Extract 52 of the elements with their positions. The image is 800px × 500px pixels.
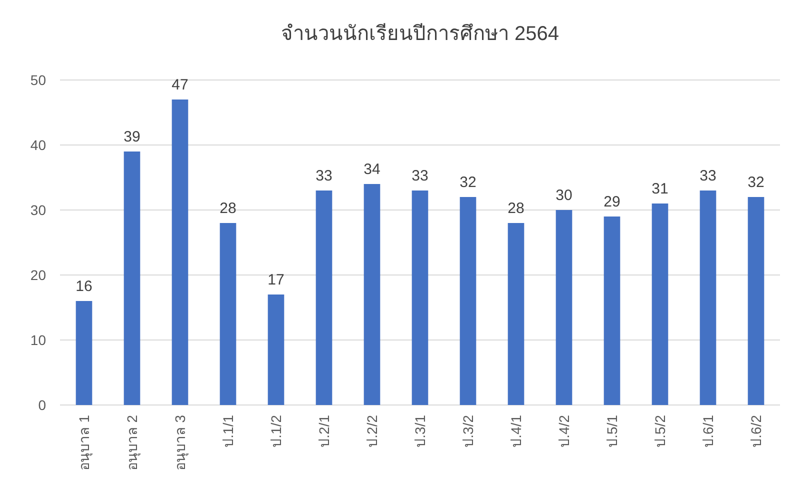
y-tick-label: 20 [30,267,46,283]
bar [604,216,620,405]
x-tick-label: อนุบาล 2 [124,414,141,471]
bar [748,197,764,405]
data-label: 39 [124,128,140,146]
data-label: 16 [76,278,92,295]
x-tick-label: ป.5/1 [604,414,620,448]
bar [316,190,332,405]
x-tick-label: อนุบาล 1 [76,414,93,471]
x-tick-label: ป.4/1 [508,414,524,448]
data-label: 31 [652,180,668,198]
data-label: 34 [364,161,380,178]
x-tick-label: ป.2/1 [316,414,332,448]
data-label: 17 [268,272,284,288]
y-tick-label: 30 [30,202,46,218]
bar [124,152,140,405]
bar [556,210,572,405]
x-tick-label: อนุบาล 3 [172,414,189,471]
x-tick-label: ป.5/2 [652,414,668,448]
data-label: 29 [604,194,620,210]
x-tick-label: ป.6/2 [748,414,764,448]
bar [364,184,380,405]
bar [172,100,188,405]
chart-title: จำนวนนักเรียนปีการศึกษา 2564 [280,23,560,45]
data-label: 33 [412,168,428,184]
data-label: 32 [460,174,476,191]
bar [700,190,716,405]
y-tick-label: 0 [38,397,46,413]
x-tick-label: ป.4/2 [556,414,572,448]
data-label: 30 [556,187,572,204]
bar [508,223,524,405]
data-label: 33 [316,168,332,184]
bar [76,301,92,405]
x-tick-label: ป.2/2 [364,414,380,448]
data-label: 47 [172,76,188,94]
y-tick-label: 50 [30,72,46,88]
bar [412,190,428,405]
x-tick-label: ป.6/1 [700,414,716,448]
x-tick-label: ป.1/1 [220,414,236,448]
data-label: 32 [748,174,764,191]
data-label: 28 [220,200,236,217]
y-tick-label: 40 [30,137,46,153]
data-label: 28 [508,200,524,217]
x-tick-label: ป.1/2 [268,414,284,448]
x-tick-label: ป.3/2 [460,414,476,448]
bar [460,197,476,405]
bar [652,204,668,405]
x-tick-label: ป.3/1 [412,414,428,448]
y-tick-label: 10 [30,332,46,348]
bar [220,223,236,405]
data-label: 33 [700,168,716,184]
bar [268,294,284,405]
